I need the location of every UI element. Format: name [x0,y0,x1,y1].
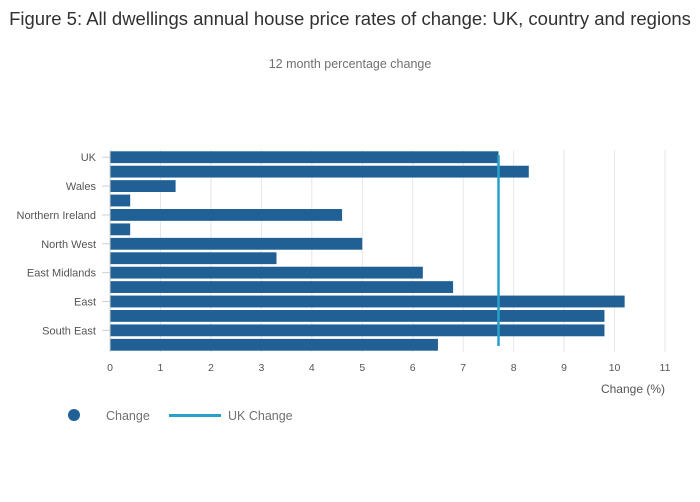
bar [110,338,438,351]
legend-change-marker [68,409,80,421]
legend-uk-change-label: UK Change [228,409,293,423]
x-tick-label: 9 [561,362,567,374]
bar [110,151,499,164]
category-label: North West [41,239,96,251]
x-axis-title: Change (%) [601,382,665,396]
x-tick-label: 1 [158,362,164,374]
bar [110,266,423,279]
x-tick-label: 3 [258,362,264,374]
category-label: East [74,297,96,309]
x-tick-label: 10 [609,362,621,374]
category-label: South East [42,325,96,337]
bar [110,194,131,207]
bar [110,180,176,192]
category-label: Wales [66,181,97,193]
category-label: East Midlands [27,268,97,280]
bar [110,252,277,265]
bar [110,209,343,221]
bar [110,310,605,322]
bar [110,281,454,293]
legend-uk-change-marker [169,414,221,417]
x-tick-label: 4 [309,362,315,374]
category-label: UK [81,152,97,164]
x-tick-label: 0 [107,362,113,374]
x-tick-label: 5 [359,362,365,374]
x-tick-label: 8 [511,362,517,374]
bar [110,223,131,236]
x-tick-label: 2 [208,362,214,374]
bar [110,165,529,178]
x-tick-label: 11 [660,362,671,374]
bar [110,237,363,250]
category-label: Northern Ireland [17,210,97,222]
x-tick-label: 6 [410,362,416,374]
bar [110,324,605,337]
chart-title: Figure 5: All dwellings annual house pri… [9,8,691,29]
chart-subtitle: 12 month percentage change [268,57,432,71]
legend-change-label: Change [106,409,150,423]
x-tick-label: 7 [460,362,466,374]
bar [110,295,625,308]
